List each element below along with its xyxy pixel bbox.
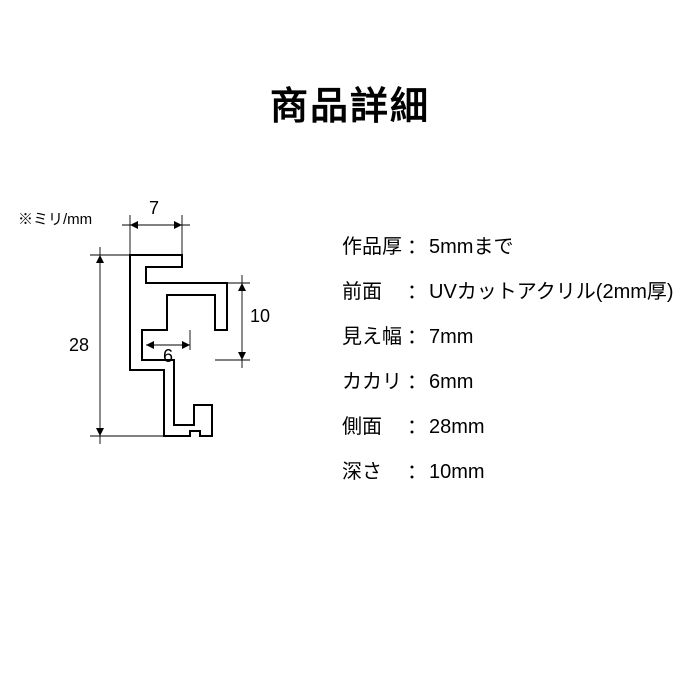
spec-value: 7mm (429, 315, 473, 360)
spec-colon: ： (407, 315, 429, 360)
spec-row: 前面 ： UVカットアクリル(2mm厚) (342, 270, 674, 315)
spec-value: 6mm (429, 360, 473, 405)
dim-inner-right-label: 10 (250, 306, 270, 327)
dim-top (122, 215, 190, 255)
profile-outline (130, 255, 227, 436)
dim-inner-left-label: 6 (163, 346, 173, 367)
spec-label: 見え幅 (342, 315, 407, 360)
spec-row: 作品厚 ： 5mmまで (342, 225, 674, 270)
page-title: 商品詳細 (0, 75, 700, 130)
spec-label: 深さ (342, 450, 407, 495)
spec-colon: ： (407, 270, 429, 315)
spec-label: 前面 (342, 270, 407, 315)
spec-value: UVカットアクリル(2mm厚) (429, 270, 674, 315)
spec-colon: ： (407, 450, 429, 495)
spec-label: 作品厚 (342, 225, 407, 270)
spec-value: 10mm (429, 450, 485, 495)
spec-colon: ： (407, 405, 429, 450)
spec-value: 28mm (429, 405, 485, 450)
spec-label: カカリ (342, 360, 407, 405)
dim-left-label: 28 (69, 335, 89, 356)
spec-row: カカリ ： 6mm (342, 360, 674, 405)
spec-value: 5mmまで (429, 225, 513, 270)
spec-row: 側面 ： 28mm (342, 405, 674, 450)
spec-colon: ： (407, 360, 429, 405)
cross-section-diagram: 7 28 6 10 (60, 200, 300, 500)
spec-label: 側面 (342, 405, 407, 450)
spec-row: 見え幅 ： 7mm (342, 315, 674, 360)
specs-list: 作品厚 ： 5mmまで 前面 ： UVカットアクリル(2mm厚) 見え幅 ： 7… (342, 225, 674, 495)
spec-colon: ： (407, 225, 429, 270)
spec-row: 深さ ： 10mm (342, 450, 674, 495)
dim-top-label: 7 (149, 198, 159, 219)
dim-inner-right (215, 275, 250, 368)
